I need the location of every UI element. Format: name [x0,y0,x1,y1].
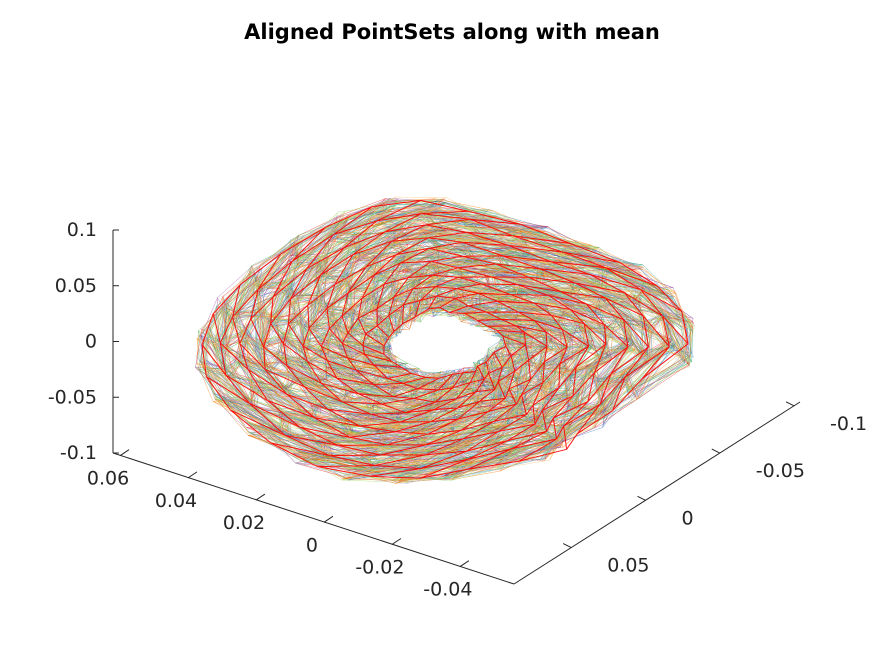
x-tick-mark [391,538,402,545]
y-axis-line [513,401,801,585]
x-tick-mark [255,493,266,501]
x-tick-label: -0.02 [355,556,404,578]
mean-mesh [201,199,689,479]
x-axis-line [112,452,515,585]
x-tick-label: 0.02 [223,512,265,534]
z-tick-label: 0.1 [67,219,97,241]
x-tick-mark [187,471,198,479]
mesh-cloud [195,196,695,485]
x-tick-mark [119,449,130,457]
y-tick-label: -0.05 [756,460,805,482]
chart-title: Aligned PointSets along with mean [244,20,660,44]
y-tick-mark [562,543,572,549]
y-axis: -0.1 -0.05 0 0.05 [513,401,867,585]
x-axis: 0.06 0.04 0.02 0 -0.02 -0.04 [87,449,515,601]
z-axis: 0.1 0.05 0 -0.05 -0.1 [48,219,119,464]
z-tick-label: 0 [85,331,97,353]
x-tick-label: -0.04 [423,579,472,601]
y-tick-mark [637,495,646,501]
y-tick-mark [711,448,720,454]
mean-shape [201,199,689,479]
x-tick-label: 0.06 [87,468,129,490]
y-tick-label: 0 [681,507,693,529]
z-tick-label: 0.05 [55,275,97,297]
y-tick-label: 0.05 [607,555,649,577]
x-tick-label: 0.04 [155,490,197,512]
z-tick-label: -0.05 [48,386,97,408]
x-tick-mark [459,560,470,568]
aligned-point-sets [195,196,695,485]
y-tick-label: -0.1 [830,413,867,435]
x-tick-mark [323,515,334,523]
x-tick-label: 0 [306,534,318,556]
z-tick-label: -0.1 [60,442,97,464]
y-tick-mark [785,401,795,407]
